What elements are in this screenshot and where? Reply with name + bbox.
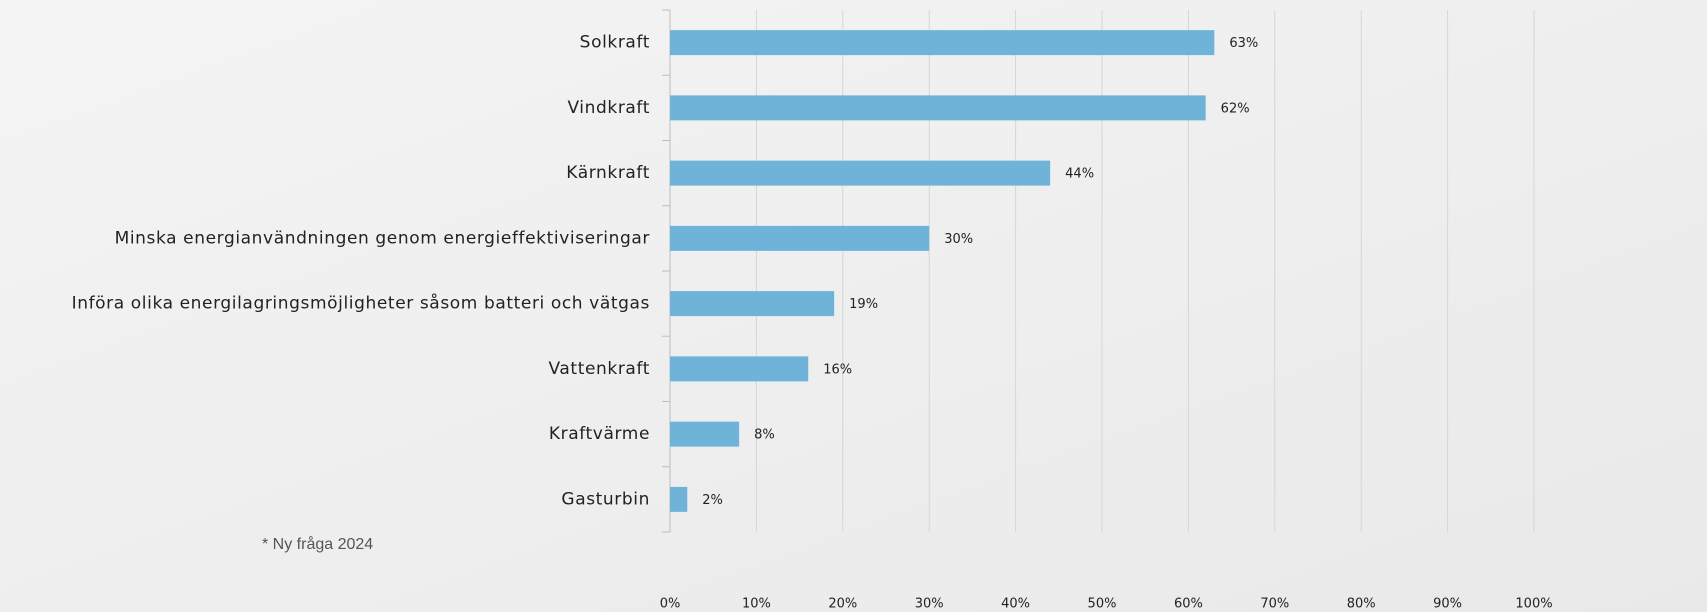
y-tick-label: Gasturbin <box>561 489 650 509</box>
y-tick-label: Minska energianvändningen genom energief… <box>115 228 650 248</box>
y-tick-label: Vattenkraft <box>549 359 651 379</box>
y-tick-label: Kärnkraft <box>566 163 650 183</box>
bar <box>670 30 1215 56</box>
value-label: 19% <box>849 297 878 312</box>
x-tick-label: 20% <box>828 597 857 612</box>
x-tick-label: 60% <box>1174 597 1203 612</box>
bar <box>670 95 1206 121</box>
bar <box>670 225 930 251</box>
bar <box>670 486 688 512</box>
x-tick-label: 10% <box>742 597 771 612</box>
x-tick-label: 70% <box>1260 597 1289 612</box>
y-tick-label: Solkraft <box>580 33 650 53</box>
y-tick-label: Kraftvärme <box>549 424 650 444</box>
bar <box>670 160 1051 186</box>
y-tick-label: Införa olika energilagringsmöjligheter s… <box>72 293 650 314</box>
y-tick-label: Vindkraft <box>567 98 650 118</box>
x-tick-label: 90% <box>1433 597 1462 612</box>
x-tick-label: 100% <box>1515 597 1552 612</box>
x-tick-label: 0% <box>660 597 681 612</box>
value-label: 44% <box>1065 167 1094 182</box>
value-label: 16% <box>823 362 852 377</box>
value-label: 8% <box>754 428 775 443</box>
annotation: * Ny fråga 2024 <box>262 535 373 553</box>
x-tick-label: 50% <box>1088 597 1117 612</box>
x-tick-label: 30% <box>915 597 944 612</box>
value-label: 63% <box>1229 36 1258 51</box>
x-tick-label: 80% <box>1347 597 1376 612</box>
bar <box>670 356 809 382</box>
value-label: 62% <box>1221 101 1250 116</box>
bar <box>670 291 835 317</box>
bar <box>670 421 740 447</box>
x-tick-label: 40% <box>1001 597 1030 612</box>
plot: 0% 10% 20% 30% 40% 50% 60% 70% 80% 90% 100% Solkraf… <box>72 9 1553 612</box>
value-label: 2% <box>702 493 723 508</box>
value-label: 30% <box>944 232 973 247</box>
